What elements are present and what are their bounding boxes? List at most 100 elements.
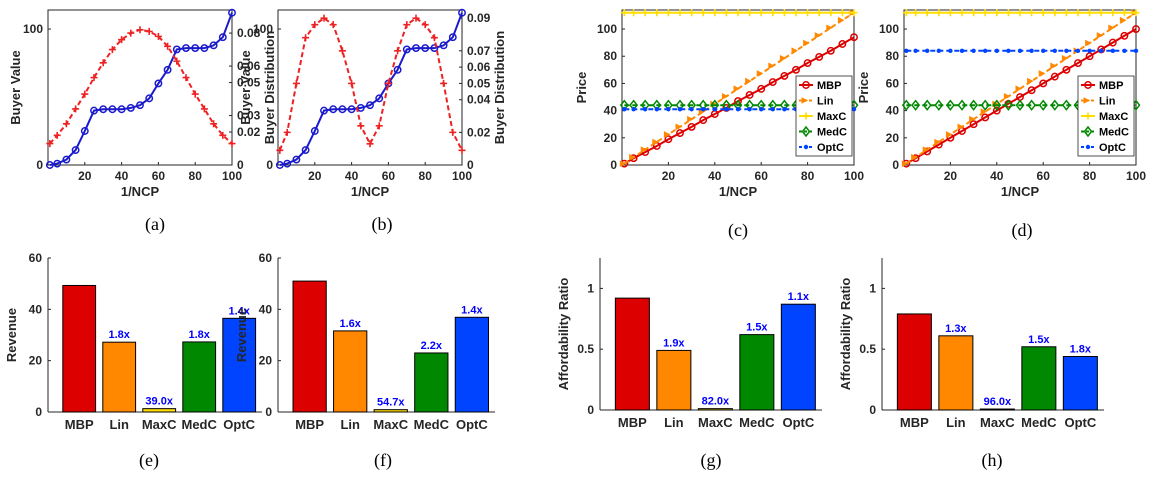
chart-e: 0204060RevenueMBP Lin1.8xMaxC39.0xMedC1.8… bbox=[4, 251, 262, 432]
x-tick-label: MaxC bbox=[980, 415, 1015, 430]
data-label: 39.0x bbox=[145, 396, 173, 408]
y-tick-label: 40 bbox=[259, 302, 273, 316]
chart-h: 00.51Affordability RatioMBP Lin1.3xMaxC96… bbox=[838, 258, 1104, 430]
y-axis-label: Affordability Ratio bbox=[556, 278, 571, 391]
legend-label-medc: MedC bbox=[817, 127, 847, 139]
y-tick-label: 60 bbox=[29, 251, 43, 265]
y-right-tick-label: 0.05 bbox=[467, 76, 491, 90]
data-point-optc bbox=[689, 107, 693, 111]
bar-optc bbox=[455, 317, 488, 412]
data-label: 1.6x bbox=[339, 318, 361, 330]
bar-lin bbox=[334, 331, 367, 412]
bar-lin bbox=[103, 342, 136, 412]
y-tick-label: 0 bbox=[610, 158, 617, 172]
data-point-buyer-distribution bbox=[276, 147, 283, 154]
caption-a: (a) bbox=[145, 214, 165, 235]
y-tick-label: 40 bbox=[29, 302, 43, 316]
y-tick-label: 40 bbox=[886, 104, 900, 118]
y-tick-label: 80 bbox=[604, 49, 618, 63]
y-tick-label: 20 bbox=[259, 354, 273, 368]
data-point-lin bbox=[804, 41, 809, 46]
data-point-buyer-distribution bbox=[54, 132, 61, 139]
data-point-buyer-distribution bbox=[63, 120, 70, 127]
bar-mbp bbox=[897, 314, 931, 410]
y-right-tick-label: 0.02 bbox=[467, 125, 491, 139]
data-point-optc bbox=[1064, 49, 1068, 53]
data-label: 1.4x bbox=[461, 304, 483, 316]
x-tick-label: 60 bbox=[382, 169, 396, 183]
y-tick-label: 20 bbox=[886, 131, 900, 145]
data-point-buyer-distribution bbox=[146, 28, 153, 35]
data-point-buyer-distribution bbox=[127, 30, 134, 37]
y-tick-label: 100 bbox=[879, 22, 899, 36]
data-point-optc bbox=[1018, 49, 1022, 53]
bar-maxc bbox=[698, 409, 732, 410]
series-line-buyer-value bbox=[50, 13, 232, 165]
series-buyer-value bbox=[47, 10, 236, 169]
x-tick-label: MedC bbox=[182, 417, 218, 432]
legend-label-mbp: MBP bbox=[1099, 80, 1123, 92]
y-right-axis-label: Buyer Distribution bbox=[492, 31, 507, 144]
legend-label-maxc: MaxC bbox=[817, 111, 846, 123]
data-point-optc bbox=[913, 49, 917, 53]
x-tick-label: 20 bbox=[78, 169, 92, 183]
data-point-lin bbox=[653, 140, 658, 145]
legend: MBP Lin MaxC MedC OptC bbox=[1078, 76, 1134, 156]
bar-maxc bbox=[374, 410, 407, 412]
chart-c: 20 40 60 80 1001/NCP020406080100Price MBPLinM… bbox=[574, 9, 864, 199]
y-axis-label: Revenue bbox=[234, 308, 249, 362]
bar-lin bbox=[939, 336, 973, 410]
x-axis-label: 1/NCP bbox=[121, 184, 160, 199]
bar-medc bbox=[183, 342, 216, 412]
y-axis-label: Buyer Value bbox=[238, 50, 253, 124]
x-tick-label: 80 bbox=[419, 169, 433, 183]
caption-g: (g) bbox=[701, 450, 722, 471]
data-point-optc bbox=[1122, 49, 1126, 53]
data-point-lin bbox=[1120, 18, 1125, 23]
y-tick-label: 60 bbox=[886, 76, 900, 90]
y-right-axis-label: Buyer Distribution bbox=[262, 31, 277, 144]
data-point-optc bbox=[995, 49, 999, 53]
data-point-lin bbox=[1004, 94, 1009, 99]
data-point-lin bbox=[792, 48, 797, 53]
y-tick-label: 100 bbox=[253, 22, 273, 36]
x-tick-label: MBP bbox=[900, 415, 929, 430]
data-point-optc bbox=[678, 107, 682, 111]
x-tick-label: 20 bbox=[944, 169, 958, 183]
data-point-buyer-distribution bbox=[394, 47, 401, 54]
y-tick-label: 0.5 bbox=[859, 342, 876, 356]
data-point-buyer-distribution bbox=[459, 147, 466, 154]
x-tick-label: MaxC bbox=[142, 417, 177, 432]
bar-maxc bbox=[143, 409, 176, 412]
y-tick-label: 0 bbox=[35, 405, 42, 419]
x-tick-label: Lin bbox=[340, 417, 360, 432]
data-point-lin bbox=[734, 86, 739, 91]
caption-c: (c) bbox=[728, 220, 748, 241]
y-axis-label: Affordability Ratio bbox=[838, 278, 853, 391]
data-point-optc bbox=[759, 107, 763, 111]
data-point-optc bbox=[937, 49, 941, 53]
x-tick-label: OptC bbox=[1064, 415, 1096, 430]
data-point-optc bbox=[904, 49, 908, 53]
data-point-lin bbox=[746, 79, 751, 84]
data-label: 2.2x bbox=[421, 340, 443, 352]
x-tick-label: 100 bbox=[1126, 169, 1146, 183]
data-point-lin bbox=[815, 33, 820, 38]
x-tick-label: 100 bbox=[844, 169, 864, 183]
data-point-buyer-distribution bbox=[357, 122, 364, 129]
data-label: 96.0x bbox=[984, 396, 1012, 408]
y-tick-label: 20 bbox=[29, 354, 43, 368]
y-tick-label: 60 bbox=[604, 76, 618, 90]
y-right-tick-label: 0.04 bbox=[467, 93, 491, 107]
x-tick-label: MaxC bbox=[373, 417, 408, 432]
legend-label-maxc: MaxC bbox=[1099, 111, 1128, 123]
y-axis-label: Buyer Value bbox=[8, 50, 23, 124]
x-tick-label: 40 bbox=[345, 169, 359, 183]
data-label: 82.0x bbox=[702, 396, 730, 408]
data-point-lin bbox=[780, 56, 785, 61]
x-axis-label: 1/NCP bbox=[351, 184, 390, 199]
data-point-buyer-distribution bbox=[229, 140, 236, 147]
x-tick-label: MBP bbox=[295, 417, 324, 432]
data-point-buyer-distribution bbox=[302, 34, 309, 41]
data-point-optc bbox=[1111, 49, 1115, 53]
